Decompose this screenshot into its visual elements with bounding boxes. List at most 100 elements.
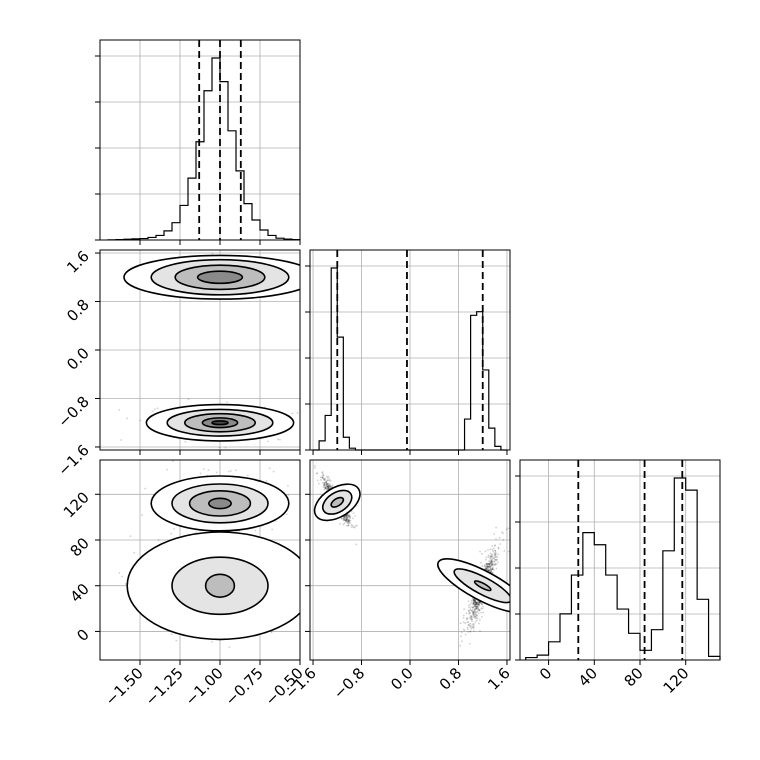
scatter-point — [347, 515, 350, 517]
scatter-point — [463, 608, 466, 611]
scatter-point — [494, 558, 497, 561]
scatter-point — [485, 568, 488, 571]
scatter-point — [328, 485, 331, 488]
scatter-point — [184, 441, 187, 443]
scatter-point — [478, 622, 480, 625]
scatter-point — [324, 486, 327, 489]
scatter-point — [468, 623, 471, 626]
scatter-point — [325, 487, 328, 490]
scatter-point — [326, 487, 328, 490]
scatter-point — [321, 474, 324, 477]
scatter-point — [478, 609, 481, 612]
scatter-point — [348, 520, 351, 523]
scatter-point — [172, 460, 174, 462]
scatter-point — [467, 600, 470, 603]
scatter-point — [474, 608, 476, 611]
scatter-point — [348, 514, 351, 517]
scatter-point — [324, 487, 327, 489]
scatter-point — [345, 517, 348, 520]
scatter-point — [466, 621, 469, 624]
scatter-point — [118, 409, 121, 411]
scatter-point — [327, 486, 330, 489]
scatter-point — [473, 601, 475, 604]
scatter-point — [472, 600, 475, 603]
scatter-point — [200, 456, 202, 458]
scatter-point — [327, 487, 330, 489]
scatter-point — [470, 615, 473, 618]
scatter-point — [486, 563, 489, 566]
scatter-point — [346, 522, 349, 524]
scatter-point — [325, 480, 328, 483]
scatter-point — [490, 554, 493, 557]
scatter-point — [488, 566, 491, 568]
scatter-point — [170, 532, 173, 535]
scatter-point — [346, 518, 348, 521]
scatter-point — [321, 476, 323, 479]
scatter-point — [467, 631, 470, 633]
scatter-point — [347, 522, 349, 524]
scatter-point — [327, 484, 330, 486]
scatter-point — [475, 607, 478, 610]
scatter-point — [345, 519, 347, 522]
scatter-point — [488, 563, 491, 565]
scatter-point — [474, 599, 476, 602]
scatter-point — [326, 484, 329, 486]
scatter-point — [195, 531, 198, 533]
scatter-point — [490, 563, 493, 566]
scatter-point — [490, 560, 493, 563]
scatter-point — [271, 528, 274, 531]
scatter-point — [466, 617, 469, 620]
scatter-point — [329, 486, 332, 489]
scatter-point — [346, 514, 349, 517]
scatter-point — [277, 438, 280, 441]
scatter-point — [319, 476, 322, 479]
scatter-point — [175, 639, 178, 642]
scatter-point — [268, 467, 271, 470]
scatter-point — [476, 614, 479, 617]
scatter-point — [129, 535, 132, 537]
scatter-point — [460, 631, 463, 634]
scatter-point — [344, 516, 347, 519]
scatter-point — [488, 569, 490, 572]
scatter-point — [305, 439, 307, 441]
scatter-point — [468, 613, 470, 615]
scatter-point — [327, 487, 329, 489]
scatter-point — [285, 513, 288, 516]
scatter-point — [121, 575, 123, 578]
scatter-point — [345, 519, 347, 522]
scatter-point — [355, 543, 358, 546]
scatter-point — [211, 252, 214, 255]
scatter-point — [350, 510, 353, 513]
scatter-point — [343, 516, 346, 519]
scatter-point — [483, 565, 486, 567]
scatter-point — [324, 483, 327, 486]
scatter-point — [323, 486, 326, 489]
scatter-point — [343, 519, 345, 521]
scatter-point — [323, 479, 326, 482]
scatter-point — [328, 479, 331, 482]
scatter-point — [491, 567, 494, 570]
scatter-point — [265, 480, 268, 482]
scatter-point — [323, 483, 326, 486]
scatter-point — [345, 515, 348, 518]
scatter-point — [490, 570, 493, 573]
scatter-point — [327, 485, 330, 488]
scatter-point — [315, 472, 318, 475]
scatter-point — [187, 398, 190, 401]
scatter-point — [492, 550, 495, 553]
scatter-point — [475, 611, 477, 614]
scatter-point — [139, 419, 142, 422]
scatter-point — [343, 516, 346, 519]
scatter-point — [326, 485, 329, 488]
scatter-point — [476, 605, 479, 608]
scatter-point — [487, 569, 490, 572]
scatter-point — [485, 567, 488, 570]
scatter-point — [475, 607, 478, 610]
scatter-point — [477, 603, 479, 606]
scatter-point — [496, 561, 499, 564]
scatter-point — [328, 482, 331, 485]
scatter-point — [329, 479, 332, 482]
scatter-point — [350, 524, 353, 526]
scatter-point — [491, 568, 494, 571]
scatter-point — [487, 569, 490, 572]
